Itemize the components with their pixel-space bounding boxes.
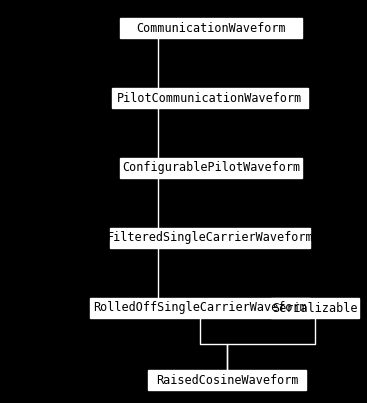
Text: CommunicationWaveform: CommunicationWaveform: [136, 21, 286, 35]
Text: FilteredSingleCarrierWaveform: FilteredSingleCarrierWaveform: [107, 231, 313, 245]
Text: RolledOffSingleCarrierWaveform: RolledOffSingleCarrierWaveform: [93, 301, 307, 314]
FancyBboxPatch shape: [120, 18, 302, 38]
FancyBboxPatch shape: [110, 228, 310, 248]
Text: Serializable: Serializable: [272, 301, 358, 314]
FancyBboxPatch shape: [148, 370, 306, 390]
FancyBboxPatch shape: [112, 88, 308, 108]
Text: ConfigurablePilotWaveform: ConfigurablePilotWaveform: [122, 162, 300, 174]
FancyBboxPatch shape: [271, 298, 359, 318]
Text: RaisedCosineWaveform: RaisedCosineWaveform: [156, 374, 298, 386]
Text: PilotCommunicationWaveform: PilotCommunicationWaveform: [117, 91, 303, 104]
FancyBboxPatch shape: [90, 298, 310, 318]
FancyBboxPatch shape: [120, 158, 302, 178]
